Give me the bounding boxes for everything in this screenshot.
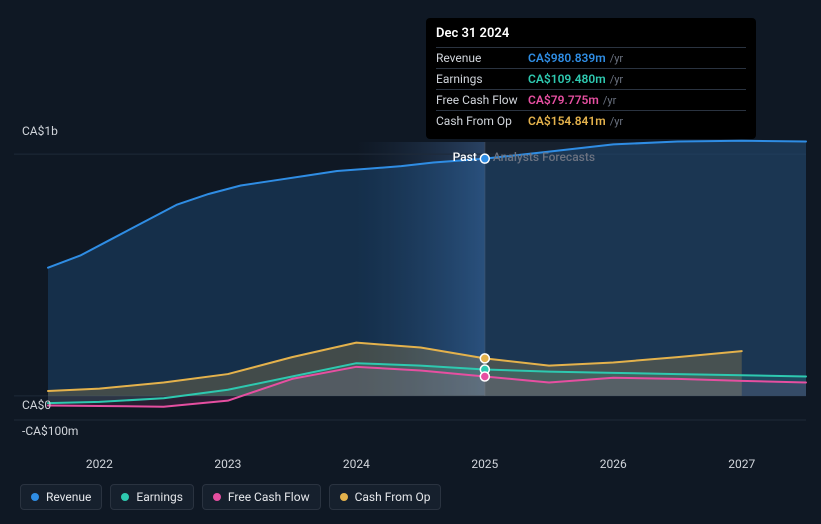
y-axis-label: CA$1b (22, 124, 58, 138)
tooltip-row-unit: /yr (610, 115, 623, 128)
tooltip-row-value: CA$79.775m (528, 93, 599, 107)
x-axis-label: 2025 (471, 457, 498, 471)
legend-dot-icon (121, 493, 129, 501)
legend-label: Revenue (46, 490, 91, 504)
legend-label: Free Cash Flow (228, 490, 310, 504)
tooltip-row: RevenueCA$980.839m/yr (436, 47, 746, 68)
legend-item-earnings[interactable]: Earnings (110, 484, 194, 510)
tooltip-row-value: CA$154.841m (528, 114, 606, 128)
tooltip-row: EarningsCA$109.480m/yr (436, 68, 746, 89)
legend-item-cash-from-op[interactable]: Cash From Op (329, 484, 442, 510)
tooltip-row-label: Free Cash Flow (436, 93, 528, 107)
legend-label: Cash From Op (355, 490, 431, 504)
tooltip-row-unit: /yr (603, 94, 616, 107)
financial-chart[interactable]: CA$1b CA$0 -CA$100m 2022 2023 2024 2025 2026 20… (0, 0, 821, 524)
data-tooltip: Dec 31 2024 RevenueCA$980.839m/yrEarning… (426, 18, 756, 139)
y-axis-label: CA$0 (22, 398, 51, 412)
x-axis-label: 2023 (214, 457, 241, 471)
past-section-label: Past (453, 150, 477, 164)
legend-label: Earnings (136, 490, 183, 504)
chart-legend: Revenue Earnings Free Cash Flow Cash From O… (20, 484, 441, 510)
tooltip-row-value: CA$980.839m (528, 51, 606, 65)
legend-item-free-cash-flow[interactable]: Free Cash Flow (202, 484, 321, 510)
tooltip-row-value: CA$109.480m (528, 72, 606, 86)
tooltip-row: Cash From OpCA$154.841m/yr (436, 110, 746, 131)
y-axis-label: -CA$100m (22, 424, 78, 438)
legend-dot-icon (213, 493, 221, 501)
legend-dot-icon (31, 493, 39, 501)
legend-item-revenue[interactable]: Revenue (20, 484, 102, 510)
tooltip-row: Free Cash FlowCA$79.775m/yr (436, 89, 746, 110)
x-axis-label: 2022 (86, 457, 113, 471)
tooltip-row-label: Earnings (436, 72, 528, 86)
tooltip-row-label: Cash From Op (436, 114, 528, 128)
legend-dot-icon (340, 493, 348, 501)
tooltip-row-unit: /yr (610, 52, 623, 65)
x-axis-label: 2026 (600, 457, 627, 471)
tooltip-row-label: Revenue (436, 51, 528, 65)
x-axis-label: 2024 (343, 457, 370, 471)
x-axis-label: 2027 (728, 457, 755, 471)
tooltip-row-unit: /yr (610, 73, 623, 86)
tooltip-date: Dec 31 2024 (436, 26, 746, 47)
forecast-section-label: Analysts Forecasts (493, 150, 595, 164)
